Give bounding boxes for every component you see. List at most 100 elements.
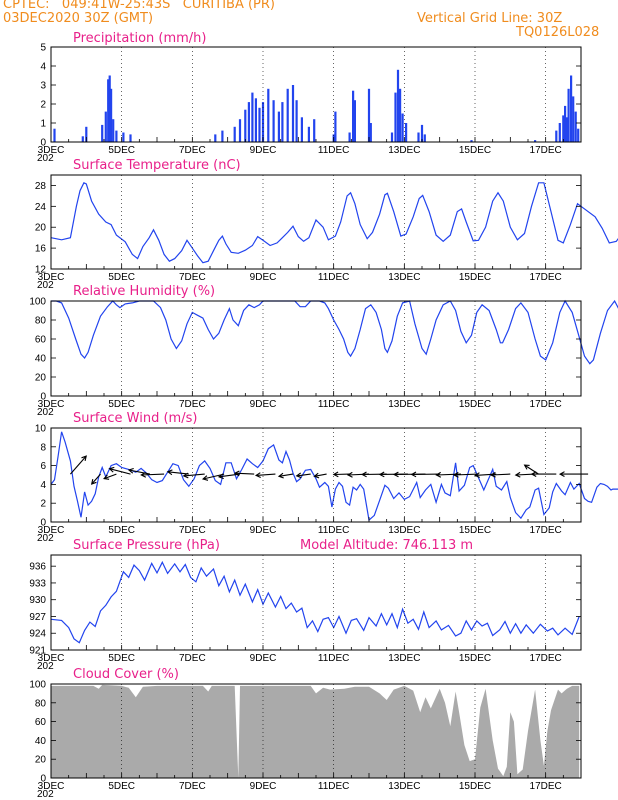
temp-y-tick-label: 20 <box>35 223 47 234</box>
wind-arrowhead <box>108 466 115 473</box>
wind-vector <box>524 464 539 475</box>
wind-year-fragment: 202 <box>37 533 54 544</box>
precip-bar <box>334 111 337 142</box>
precip-bar <box>390 132 394 142</box>
wind-vector <box>109 468 131 475</box>
pres-title: Surface Pressure (hPa) <box>73 538 220 553</box>
temp-series-line <box>50 182 618 264</box>
temp-x-tick-label: 3DEC <box>38 272 65 283</box>
precip-x-tick-label: 9DEC <box>250 145 277 156</box>
cloud-y-tick-label: 40 <box>35 736 47 747</box>
wind-arrowhead <box>277 472 284 479</box>
temp-x-tick-label: 7DEC <box>179 272 206 283</box>
wind-x-tick-label: 9DEC <box>250 525 277 536</box>
precip-bar <box>112 119 115 142</box>
wind-arrowhead <box>514 471 521 478</box>
wind-arrowhead <box>530 471 537 477</box>
precip-bar <box>122 132 125 142</box>
wind-arrowhead <box>201 475 209 481</box>
rh-x-tick-label: 13DEC <box>388 399 420 410</box>
wind-vector <box>167 471 189 475</box>
precip-bar <box>313 119 316 142</box>
precip-bar <box>369 123 372 142</box>
temp-y-tick-label: 24 <box>35 202 47 213</box>
cloud-x-tick-label: 5DEC <box>108 781 135 792</box>
wind-arrowhead <box>435 471 442 478</box>
wind-vector <box>491 473 511 476</box>
precip-bar <box>394 92 397 142</box>
precip-y-tick-label: 0 <box>40 138 46 149</box>
precip-bar <box>555 130 558 142</box>
temp-x-tick-label: 15DEC <box>459 272 491 283</box>
pres-x-tick-label: 5DEC <box>108 653 135 664</box>
temp-y-tick-label: 16 <box>35 244 47 255</box>
wind-vector <box>436 473 461 476</box>
wind-arrowhead <box>378 471 385 478</box>
pres-y-tick-label: 936 <box>29 562 46 573</box>
precip-bar <box>214 134 217 142</box>
cloud-x-tick-label: 3DEC <box>38 781 65 792</box>
pres-y-tick-label: 927 <box>29 612 46 623</box>
wind-vector <box>234 472 255 475</box>
pres-year-fragment: 202 <box>37 661 54 672</box>
precip-year-fragment: 202 <box>37 153 54 164</box>
header-model-id: TQ0126L028 <box>516 25 600 40</box>
precip-bar <box>562 115 565 142</box>
pres-x-tick-label: 15DEC <box>459 653 491 664</box>
pres-x-tick-label: 7DEC <box>179 653 206 664</box>
wind-panel: 0 2 4 6 8 10 3DEC 5DEC 7DEC 9DEC 11DEC 13DEC 15DEC 17… <box>35 411 618 544</box>
header-date-line: 03DEC2020 30Z (GMT) <box>3 11 154 26</box>
precip-x-tick-label: 13DEC <box>388 145 420 156</box>
cloud-y-tick-label: 100 <box>29 680 46 691</box>
precip-bar <box>564 105 567 142</box>
pres-x-tick-label: 13DEC <box>388 653 420 664</box>
precip-bar <box>565 117 568 142</box>
precip-bar <box>353 100 356 142</box>
cloud-y-tick-label: 20 <box>35 755 47 766</box>
pres-x-tick-label: 11DEC <box>318 653 350 664</box>
pres-panel: 921 924 927 930 933 936 3DEC 5DEC 7DEC 9DEC 11DEC 1… <box>29 538 582 672</box>
temp-year-fragment: 202 <box>37 280 54 291</box>
precip-y-tick-label: 5 <box>40 43 46 54</box>
precip-bar <box>53 128 56 142</box>
pres-y-tick-label: 933 <box>29 578 46 589</box>
precip-y-tick-label: 4 <box>40 62 46 73</box>
pres-y-tick-label: 921 <box>29 646 46 657</box>
wind-arrowhead <box>295 472 302 479</box>
precip-bar <box>267 88 270 142</box>
precip-bar <box>277 111 280 142</box>
wind-arrowhead <box>452 471 459 478</box>
precip-bar <box>534 140 537 142</box>
wind-x-tick-label: 13DEC <box>388 525 420 536</box>
wind-arrowhead <box>217 473 224 480</box>
wind-arrowhead <box>346 471 353 478</box>
precip-bar <box>104 111 107 142</box>
wind-arrowhead <box>410 471 417 478</box>
cloud-title: Cloud Cover (%) <box>73 667 179 682</box>
cloud-cover-area <box>51 684 580 778</box>
wind-x-tick-label: 7DEC <box>179 525 206 536</box>
precip-bar <box>572 96 575 142</box>
wind-vector <box>91 473 101 485</box>
precip-x-tick-label: 17DEC <box>530 145 562 156</box>
temp-x-tick-label: 13DEC <box>388 272 420 283</box>
wind-series-line <box>50 431 618 522</box>
header-station-line: CPTEC: 049:41W-25:43S CURITIBA (PR) <box>3 0 275 12</box>
temp-x-tick-label: 11DEC <box>318 272 350 283</box>
precip-bar <box>108 75 111 142</box>
precip-bar <box>574 111 577 142</box>
precip-bar <box>254 98 257 142</box>
temp-x-tick-label: 17DEC <box>530 272 562 283</box>
cloud-x-tick-label: 11DEC <box>318 781 350 792</box>
precip-bar <box>129 134 132 142</box>
wind-arrowhead <box>166 469 173 476</box>
wind-x-tick-label: 5DEC <box>108 525 135 536</box>
cloud-y-tick-label: 0 <box>40 774 46 785</box>
wind-y-tick-label: 6 <box>40 461 46 472</box>
precip-bar <box>420 124 424 142</box>
cloud-x-tick-label: 9DEC <box>250 781 277 792</box>
precip-title: Precipitation (mm/h) <box>73 31 206 46</box>
wind-arrowhead <box>254 472 261 479</box>
precip-bar <box>286 88 289 142</box>
precip-y-tick-label: 1 <box>40 119 46 130</box>
